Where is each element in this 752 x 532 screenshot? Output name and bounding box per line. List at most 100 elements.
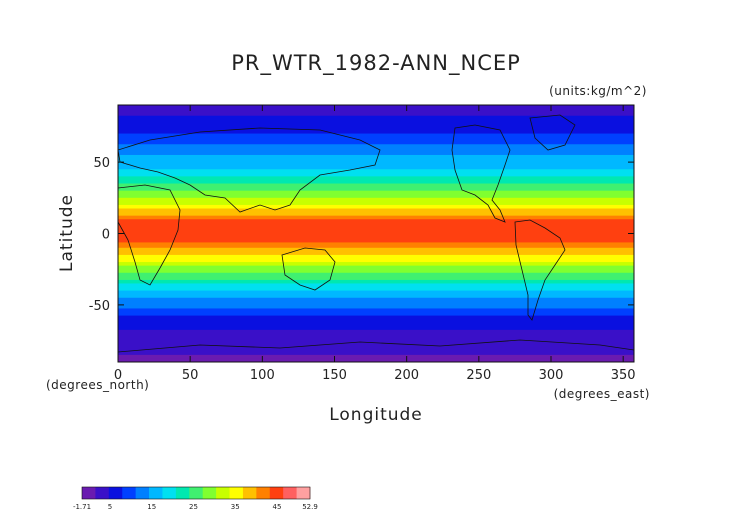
colorbar-swatch — [269, 487, 284, 499]
heatmap-band — [118, 322, 634, 327]
heatmap-band — [118, 204, 634, 210]
heatmap-band — [118, 240, 634, 244]
heatmap-band — [118, 187, 634, 192]
heatmap-band — [118, 221, 634, 224]
heatmap-band — [118, 329, 634, 335]
heatmap-band — [118, 272, 634, 277]
x-tick-label: 150 — [322, 368, 347, 383]
chart-title: PR_WTR_1982-ANN_NCEP — [231, 51, 521, 76]
x-tick-label: 200 — [394, 368, 419, 383]
x-tick-label: 300 — [539, 368, 564, 383]
colorbar-swatch — [229, 487, 244, 499]
colorbar-swatch — [122, 487, 137, 499]
heatmap-band — [118, 179, 634, 185]
heatmap-band — [118, 262, 634, 267]
heatmap-band — [118, 115, 634, 120]
heatmap-band — [118, 126, 634, 131]
heatmap-band — [118, 190, 634, 195]
colorbar-swatch — [202, 487, 217, 499]
heatmap-band — [118, 147, 634, 153]
coast-south-america — [514, 219, 566, 321]
heatmap-band — [118, 242, 634, 245]
colorbar-swatch — [135, 487, 150, 499]
colorbar-tick-label: 52.9 — [302, 503, 318, 511]
heatmap-band — [118, 279, 634, 285]
x-tick-label: 50 — [182, 368, 199, 383]
heatmap-band — [118, 197, 634, 202]
plot-area — [118, 105, 634, 362]
heatmap-band — [118, 265, 634, 270]
heatmap-band — [118, 235, 634, 238]
heatmap-band — [118, 215, 634, 220]
colorbar-frame — [81, 486, 311, 500]
heatmap-band — [118, 151, 634, 156]
colorbar-swatch — [256, 487, 271, 499]
heatmap-band — [118, 176, 634, 181]
heatmap-band — [118, 238, 634, 242]
heatmap-band — [118, 233, 634, 236]
heatmap-band — [118, 231, 634, 235]
heatmap-band — [118, 312, 634, 317]
heatmap-band — [118, 269, 634, 274]
heatmap-band — [118, 201, 634, 206]
heatmap-band — [118, 226, 634, 229]
heatmap-band — [118, 165, 634, 170]
colorbar-tick-label: -1.71 — [73, 503, 91, 511]
heatmap-band — [118, 254, 634, 260]
y-units-label: (degrees_north) — [46, 378, 149, 392]
heatmap-band — [118, 258, 634, 263]
coast-australia — [281, 247, 336, 291]
coast-north-america — [451, 124, 511, 223]
heatmap-band — [118, 308, 634, 313]
heatmap-band — [118, 229, 634, 233]
x-axis-label: Longitude — [329, 405, 423, 425]
heatmap-band — [118, 133, 634, 138]
colorbar-tick-label: 35 — [231, 503, 240, 511]
heatmap-band — [118, 183, 634, 188]
colorbar-swatch — [242, 487, 257, 499]
heatmap-band — [118, 247, 634, 252]
heatmap-band — [118, 140, 634, 145]
heatmap-band — [118, 276, 634, 281]
heatmap-band — [118, 337, 634, 342]
colorbar-swatch — [296, 487, 311, 499]
y-tick-label: 50 — [93, 156, 110, 171]
heatmap-band — [118, 219, 634, 222]
heatmap-band — [118, 333, 634, 338]
colorbar-swatch — [175, 487, 190, 499]
heatmap-band — [118, 112, 634, 117]
heatmap-band — [118, 228, 634, 231]
heatmap-band — [118, 245, 634, 249]
colorbar-swatch — [82, 487, 96, 499]
x-tick-label: 350 — [611, 368, 636, 383]
heatmap-band — [118, 301, 634, 306]
colorbar-swatch — [108, 487, 123, 499]
heatmap-band — [118, 154, 634, 160]
heatmap-band — [118, 297, 634, 302]
colorbar-swatch — [95, 487, 110, 499]
heatmap-band — [118, 172, 634, 177]
heatmap-band — [118, 344, 634, 349]
coast-greenland — [529, 114, 576, 151]
heatmap-band — [118, 347, 634, 352]
heatmap-band — [118, 304, 634, 310]
heatmap-band — [118, 194, 634, 199]
coast-africa — [118, 184, 181, 286]
heatmap-band — [118, 119, 634, 124]
x-units-label: (degrees_east) — [554, 387, 650, 401]
heatmap-band — [118, 283, 634, 288]
heatmap-band — [118, 287, 634, 292]
heatmap-band — [118, 144, 634, 149]
colorbar-tick-label: 25 — [189, 503, 198, 511]
heatmap-band — [118, 358, 634, 362]
heatmap-band — [118, 315, 634, 320]
units-label: (units:kg/m^2) — [549, 84, 647, 98]
heatmap-band — [118, 326, 634, 331]
heatmap-band — [118, 162, 634, 167]
y-tick-label: -50 — [89, 299, 110, 314]
colorbar-tick-label: 5 — [108, 503, 112, 511]
y-axis-label: Latitude — [57, 194, 77, 272]
heatmap-band — [118, 222, 634, 226]
colorbar-swatch — [216, 487, 230, 499]
heatmap-band — [118, 354, 634, 360]
